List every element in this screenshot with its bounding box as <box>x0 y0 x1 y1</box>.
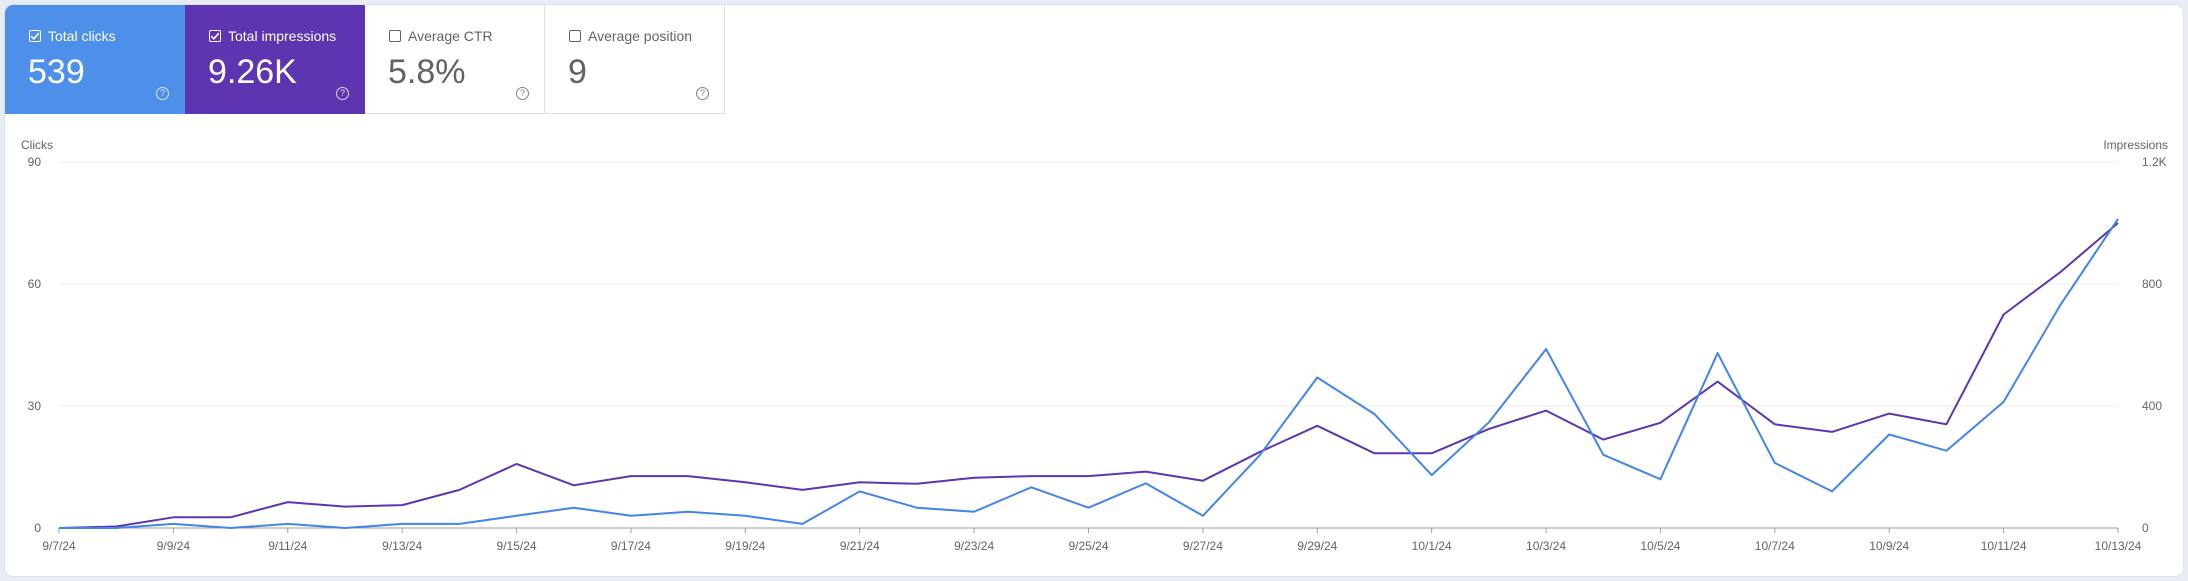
total-clicks-label: Total clicks <box>48 28 116 44</box>
x-tick-label: 10/3/24 <box>1526 539 1566 553</box>
x-tick-label: 9/23/24 <box>954 539 994 553</box>
x-tick-label: 9/19/24 <box>725 539 765 553</box>
x-tick-label: 10/13/24 <box>2095 539 2142 553</box>
right-y-tick-label: 800 <box>2142 277 2162 291</box>
x-tick-label: 9/15/24 <box>497 539 537 553</box>
left-y-tick-label: 30 <box>28 399 42 413</box>
left-y-tick-label: 90 <box>28 155 42 169</box>
y-axis-ticks: 0 30 60 90 0 400 800 1.2K <box>28 155 2167 535</box>
total-impressions-tab[interactable]: Total impressions 9.26K ? <box>185 5 365 114</box>
average-ctr-label: Average CTR <box>408 28 493 44</box>
performance-card: Total clicks 539 ? Total impressions 9.2… <box>5 5 2183 576</box>
x-tick-label: 10/9/24 <box>1869 539 1909 553</box>
average-ctr-value: 5.8% <box>388 53 466 91</box>
right-y-tick-label: 0 <box>2142 521 2149 535</box>
left-y-tick-label: 0 <box>34 521 41 535</box>
metric-tabs: Total clicks 539 ? Total impressions 9.2… <box>5 5 725 114</box>
total-impressions-checkbox[interactable] <box>209 30 221 42</box>
average-position-value: 9 <box>568 53 587 91</box>
average-position-checkbox[interactable] <box>569 30 581 42</box>
left-axis-title: Clicks <box>21 138 53 152</box>
total-impressions-label: Total impressions <box>228 28 337 44</box>
help-icon[interactable]: ? <box>336 87 349 100</box>
x-tick-label: 10/11/24 <box>1981 539 2027 553</box>
right-axis-title: Impressions <box>2103 138 2168 152</box>
x-tick-label: 10/1/24 <box>1412 539 1452 553</box>
performance-line-chart: Clicks Impressions 0 30 60 90 0 400 800 1.2K 9/… <box>21 138 2168 553</box>
x-tick-label: 9/11/24 <box>268 539 307 553</box>
x-tick-label: 9/13/24 <box>382 539 422 553</box>
total-impressions-line <box>58 222 2119 529</box>
x-tick-label: 9/9/24 <box>157 539 191 553</box>
x-tick-label: 10/7/24 <box>1755 539 1795 553</box>
right-y-tick-label: 1.2K <box>2142 155 2167 169</box>
x-axis-ticks: 9/7/24 9/9/24 9/11/24 9/13/24 9/15/24 9/17/24… <box>42 528 2142 553</box>
average-ctr-tab[interactable]: Average CTR 5.8% ? <box>365 5 545 114</box>
x-tick-label: 9/7/24 <box>42 539 76 553</box>
average-position-tab[interactable]: Average position 9 ? <box>545 5 725 114</box>
left-y-tick-label: 60 <box>28 277 42 291</box>
total-clicks-value: 539 <box>28 53 85 91</box>
right-y-tick-label: 400 <box>2142 399 2162 413</box>
series-lines <box>58 218 2119 529</box>
x-tick-label: 9/27/24 <box>1183 539 1223 553</box>
total-clicks-tab[interactable]: Total clicks 539 ? <box>5 5 185 114</box>
average-ctr-checkbox[interactable] <box>389 30 401 42</box>
gridlines <box>59 161 2118 529</box>
average-position-label: Average position <box>588 28 693 44</box>
x-tick-label: 9/25/24 <box>1068 539 1108 553</box>
help-icon[interactable]: ? <box>516 87 529 100</box>
total-impressions-value: 9.26K <box>208 53 297 91</box>
total-clicks-checkbox[interactable] <box>29 30 41 42</box>
x-tick-label: 9/17/24 <box>611 539 651 553</box>
x-tick-label: 9/29/24 <box>1297 539 1337 553</box>
x-tick-label: 9/21/24 <box>840 539 880 553</box>
x-tick-label: 10/5/24 <box>1640 539 1680 553</box>
help-icon[interactable]: ? <box>696 87 709 100</box>
total-clicks-line <box>59 218 2119 529</box>
help-icon[interactable]: ? <box>156 87 169 100</box>
